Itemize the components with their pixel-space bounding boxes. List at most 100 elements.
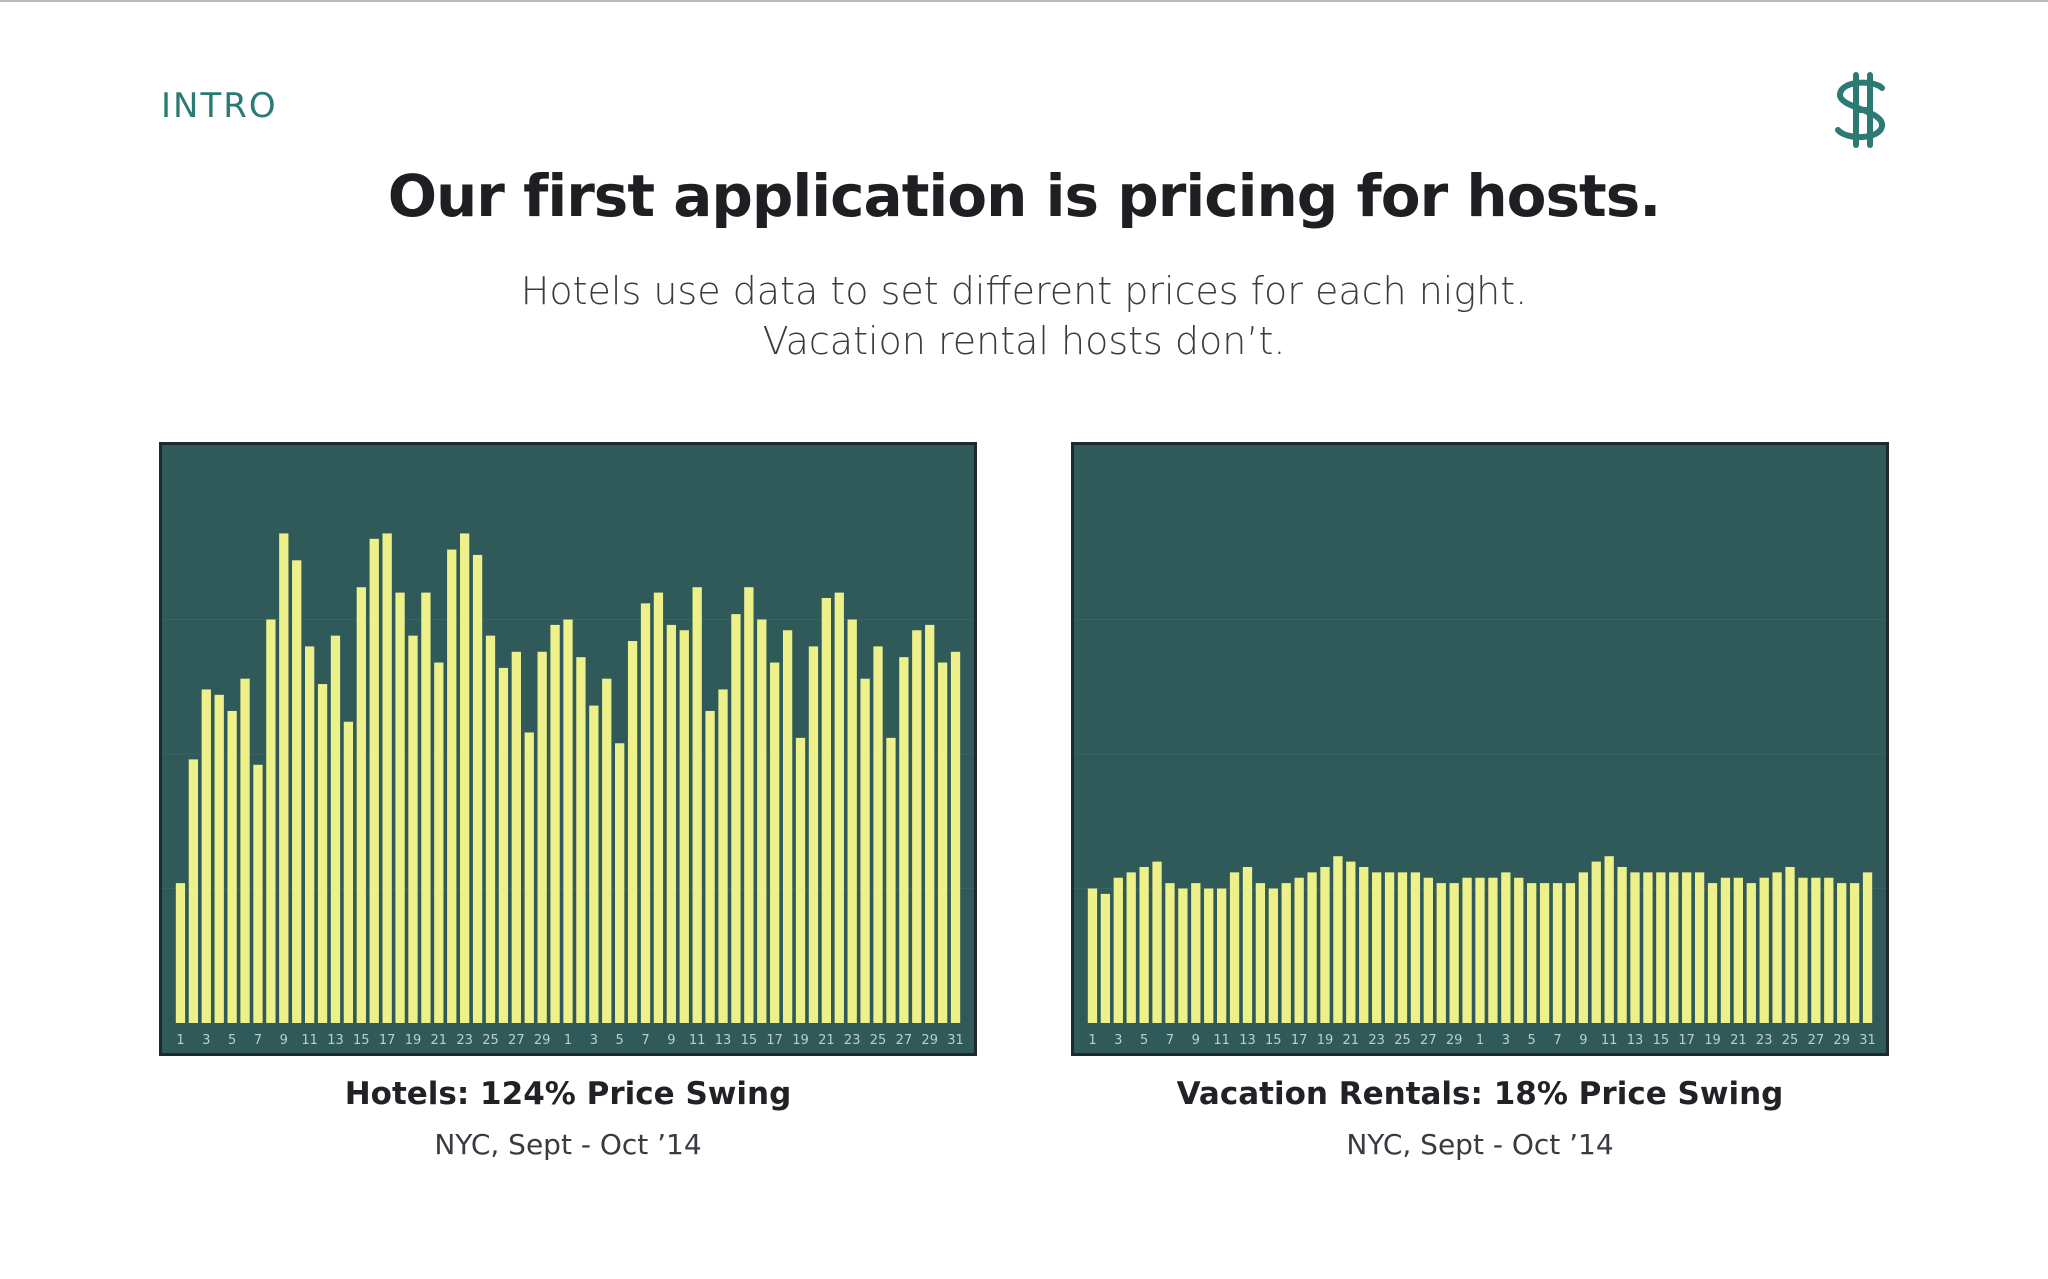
hotels-bar <box>912 630 922 1023</box>
hotels-chart-subcaption: NYC, Sept - Oct ’14 <box>434 1128 702 1161</box>
hotels-bar <box>485 635 496 1023</box>
top-rule <box>0 0 2048 2</box>
hotels-bar <box>782 630 793 1023</box>
hotels-x-tick-label: 21 <box>818 1033 835 1048</box>
rentals-x-tick-label: 1 <box>1088 1033 1096 1048</box>
hotels-bar <box>692 587 702 1023</box>
rentals-x-tick-label: 3 <box>1502 1033 1510 1048</box>
hotels-bar <box>550 624 560 1023</box>
rentals-x-tick-label: 21 <box>1730 1033 1747 1048</box>
rentals-x-tick-label: 15 <box>1265 1033 1282 1048</box>
hotels-x-tick-label: 1 <box>564 1033 572 1048</box>
rentals-x-tick-label: 11 <box>1213 1033 1230 1048</box>
hotels-x-tick-label: 17 <box>379 1033 396 1048</box>
rentals-bar <box>1281 883 1291 1023</box>
hotels-bar <box>847 619 857 1023</box>
hotels-x-tick-label: 1 <box>176 1033 184 1048</box>
hotels-bar <box>653 592 664 1023</box>
rentals-bar <box>1165 883 1175 1023</box>
hotels-bar <box>770 662 780 1023</box>
hotels-bar <box>266 619 276 1023</box>
rentals-bar <box>1087 888 1098 1023</box>
rentals-bar <box>1113 877 1123 1023</box>
rentals-x-tick-label: 9 <box>1579 1033 1587 1048</box>
hotels-x-tick-label: 19 <box>792 1033 809 1048</box>
hotels-bar <box>731 614 741 1023</box>
rentals-bar <box>1229 872 1240 1023</box>
hotels-bar <box>899 657 909 1023</box>
rentals-x-tick-label: 17 <box>1678 1033 1695 1048</box>
hotels-x-tick-label: 9 <box>280 1033 288 1048</box>
hotels-x-tick-label: 9 <box>667 1033 675 1048</box>
rentals-x-tick-label: 13 <box>1627 1033 1644 1048</box>
rentals-bar <box>1100 893 1111 1023</box>
rentals-bar <box>1656 872 1666 1023</box>
rentals-bar <box>1397 872 1408 1023</box>
rentals-bar <box>1772 872 1782 1023</box>
rentals-bar <box>1139 866 1149 1023</box>
hotels-x-tick-label: 15 <box>741 1033 758 1048</box>
hotels-bar <box>524 732 534 1023</box>
rentals-x-tick-label: 3 <box>1114 1033 1122 1048</box>
hotels-bar <box>227 710 237 1023</box>
hotels-bar <box>821 597 832 1023</box>
hotels-bar <box>563 619 573 1023</box>
rentals-bar <box>1591 861 1601 1023</box>
hotels-bar <box>757 619 767 1023</box>
hotels-x-tick-label: 21 <box>431 1033 448 1048</box>
rentals-bar <box>1423 877 1433 1023</box>
rentals-x-tick-label: 5 <box>1528 1033 1536 1048</box>
hotels-bar <box>537 651 547 1023</box>
rentals-bar <box>1320 866 1330 1023</box>
hotels-x-tick-label: 27 <box>896 1033 913 1048</box>
hotels-x-tick-label: 13 <box>327 1033 344 1048</box>
rentals-bar <box>1436 883 1446 1023</box>
rentals-bar <box>1359 866 1369 1023</box>
rentals-bar <box>1824 877 1834 1023</box>
rentals-chart-caption: Vacation Rentals: 18% Price Swing <box>1176 1076 1784 1112</box>
hotels-bar <box>937 662 948 1023</box>
rentals-x-tick-label: 21 <box>1343 1033 1360 1048</box>
rentals-bar <box>1669 872 1679 1023</box>
hotels-x-tick-label: 25 <box>482 1033 499 1048</box>
rentals-bar <box>1682 872 1692 1023</box>
hotels-bar <box>472 554 483 1023</box>
rentals-bar <box>1707 883 1718 1023</box>
hotels-bar <box>330 635 341 1023</box>
hotels-bar <box>860 678 870 1023</box>
rentals-x-tick-label: 27 <box>1808 1033 1825 1048</box>
hotels-x-tick-label: 27 <box>508 1033 525 1048</box>
hotels-x-tick-label: 25 <box>870 1033 887 1048</box>
rentals-chart-subcaption: NYC, Sept - Oct ’14 <box>1346 1128 1614 1161</box>
hotels-bar <box>395 592 405 1023</box>
rentals-bar <box>1126 872 1136 1023</box>
rentals-bar <box>1514 877 1524 1023</box>
hotels-price-chart: 1 3 5 7 9 11 13 15 17 19 21 23 25 27 29 1 3 5 7 9 11 13 15 17 19… <box>159 442 977 1056</box>
rentals-bar <box>1785 866 1795 1023</box>
hotels-bar <box>279 533 289 1023</box>
rentals-bar <box>1216 888 1227 1023</box>
rentals-bar <box>1552 883 1563 1023</box>
rentals-x-tick-label: 31 <box>1859 1033 1876 1048</box>
rentals-x-tick-label: 5 <box>1140 1033 1148 1048</box>
hotels-bar <box>627 641 638 1023</box>
rentals-bar <box>1694 872 1705 1023</box>
hotels-chart-svg: 1 3 5 7 9 11 13 15 17 19 21 23 25 27 29 1 3 5 7 9 11 13 15 17 19… <box>162 533 974 1048</box>
rentals-x-tick-label: 1 <box>1476 1033 1484 1048</box>
rentals-bar <box>1152 861 1162 1023</box>
hotels-x-tick-label: 11 <box>301 1033 318 1048</box>
rentals-bar <box>1527 883 1537 1023</box>
rentals-bar <box>1449 883 1459 1023</box>
rentals-x-tick-label: 25 <box>1782 1033 1799 1048</box>
hotels-bar <box>292 560 302 1023</box>
hotels-bar <box>589 705 599 1023</box>
hotels-x-tick-label: 15 <box>353 1033 370 1048</box>
rentals-bar <box>1643 872 1653 1023</box>
rentals-x-tick-label: 7 <box>1553 1033 1561 1048</box>
hotels-bar <box>498 667 509 1023</box>
hotels-bar <box>369 538 379 1023</box>
hotels-x-tick-label: 5 <box>228 1033 236 1048</box>
hotels-x-tick-label: 7 <box>254 1033 262 1048</box>
rentals-bar <box>1346 861 1356 1023</box>
hotels-bar <box>304 646 315 1023</box>
